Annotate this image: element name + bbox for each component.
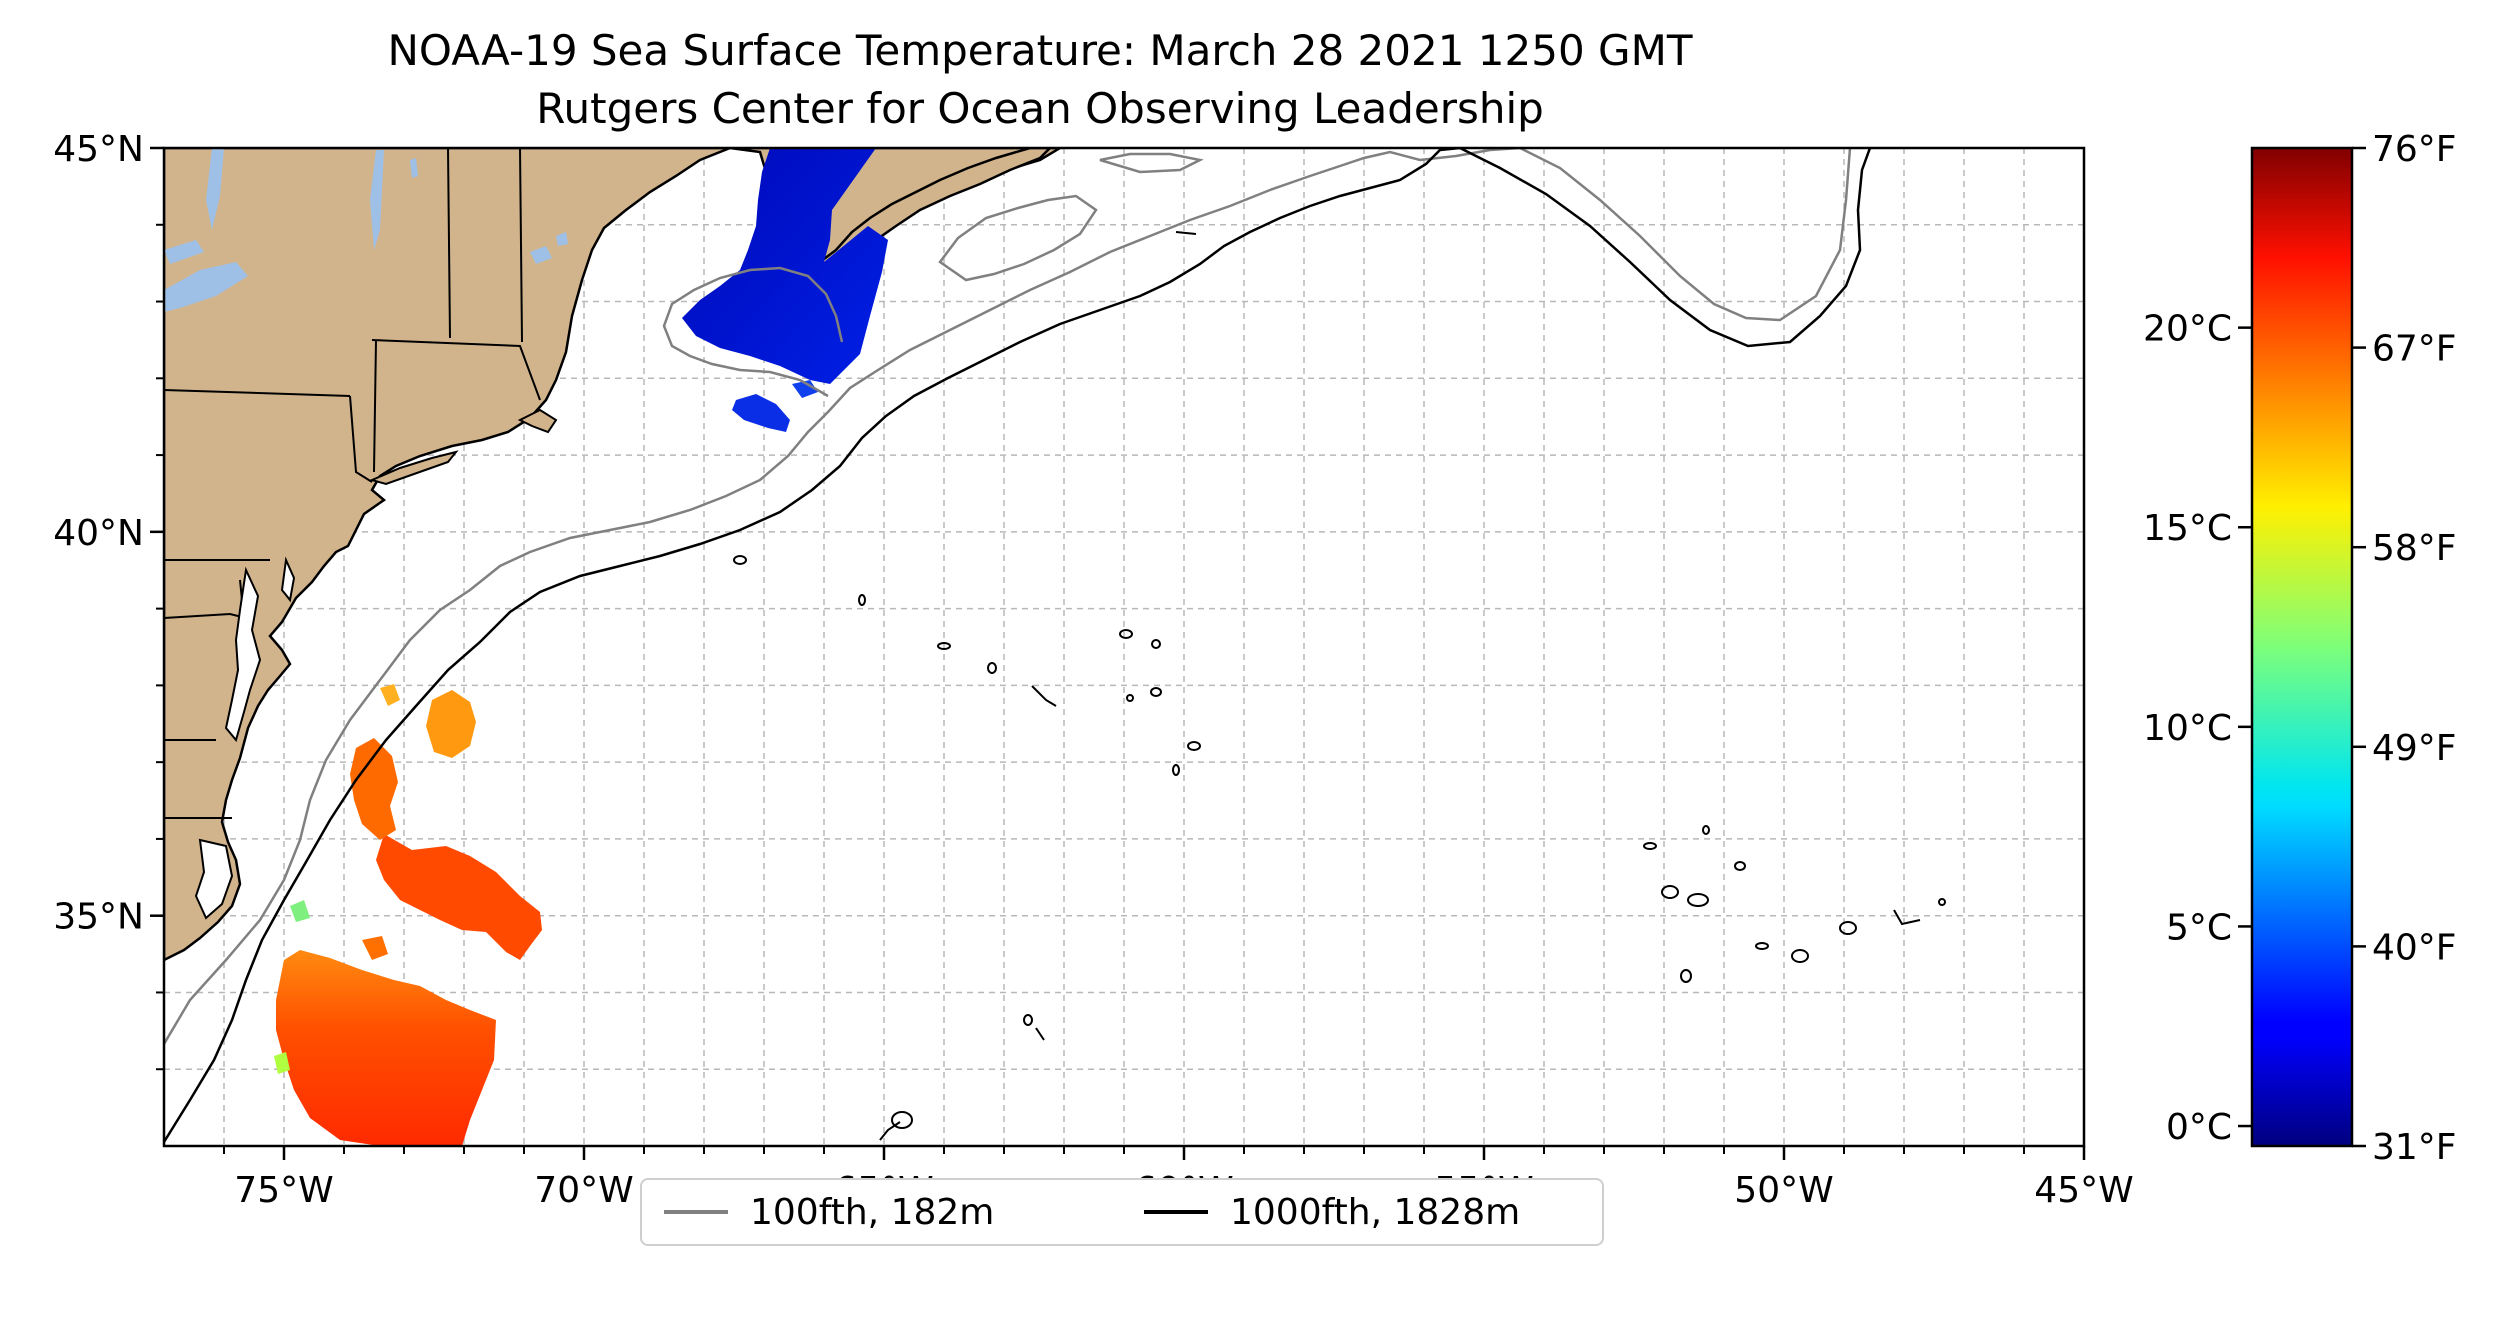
sst-warm-patch (290, 900, 310, 922)
lat-tick-label: 40°N (53, 513, 144, 554)
chesapeake-bay (224, 566, 262, 743)
celsius-tick-label: 10°C (2143, 708, 2232, 749)
sst-warm-patch (426, 690, 476, 758)
lake (556, 232, 568, 246)
fahrenheit-tick-label: 76°F (2372, 129, 2457, 170)
legend-swatch-black (1144, 1210, 1208, 1214)
fahrenheit-tick-label: 67°F (2372, 329, 2457, 370)
lake (370, 150, 384, 250)
fahrenheit-tick-label: 31°F (2372, 1127, 2457, 1168)
fahrenheit-tick-label: 40°F (2372, 927, 2457, 968)
seamounts (733, 231, 1946, 1141)
contour-100fth (662, 266, 844, 398)
celsius-tick-label: 20°C (2143, 309, 2232, 350)
lon-tick-label: 50°W (1734, 1170, 1833, 1211)
lon-tick-label: 45°W (2034, 1170, 2133, 1211)
lat-tick-label: 35°N (53, 897, 144, 938)
lake (206, 148, 224, 230)
map-title: NOAA-19 Sea Surface Temperature: March 2… (387, 26, 1693, 75)
sst-warm-patch (274, 1052, 290, 1074)
sst-cold-patch (792, 380, 818, 398)
legend-item-1000fth: 1000fth, 1828m (1144, 1180, 1520, 1244)
fahrenheit-tick-label: 58°F (2372, 528, 2457, 569)
contour-100fth (938, 194, 1098, 282)
long-island (369, 450, 459, 486)
sst-cold-patch (732, 394, 790, 432)
pamlico-sound (194, 838, 234, 920)
lon-tick-label: 70°W (534, 1170, 633, 1211)
lake (410, 158, 418, 178)
sst-warm-patch (276, 950, 496, 1146)
colorbar-gradient (2250, 146, 2354, 1148)
legend-swatch-gray (664, 1210, 728, 1214)
celsius-tick-label: 5°C (2166, 907, 2232, 948)
lat-tick-label: 45°N (53, 129, 144, 170)
lake (530, 246, 552, 264)
sst-cold-swath (682, 148, 888, 384)
lake (164, 262, 248, 312)
cape-cod (517, 408, 558, 434)
sst-warm-patch (362, 936, 388, 960)
sst-warm-patch (350, 738, 398, 840)
fahrenheit-tick-label: 49°F (2372, 728, 2457, 769)
lon-tick-label: 75°W (234, 1170, 333, 1211)
contour-100fth (1519, 148, 1852, 322)
lake (164, 240, 204, 264)
celsius-tick-label: 0°C (2166, 1107, 2232, 1148)
map-axes: 75°W70°W65°W60°W55°W50°W45°W45°N40°N35°N (53, 129, 2133, 1211)
sst-warm-patch (376, 834, 542, 960)
celsius-tick-label: 15°C (2143, 508, 2232, 549)
delaware-bay (280, 556, 296, 603)
contour-1000fth (1459, 148, 1872, 348)
contour-legend: 100fth, 182m 1000fth, 1828m (640, 1178, 1604, 1246)
map-subtitle: Rutgers Center for Ocean Observing Leade… (536, 84, 1544, 133)
contour-100fth (164, 148, 1521, 1045)
legend-item-100fth: 100fth, 182m (664, 1180, 994, 1244)
sst-warm-patch (380, 684, 400, 706)
contour-1000fth (164, 148, 1461, 1143)
legend-label-1000fth: 1000fth, 1828m (1230, 1191, 1521, 1233)
contour-100fth (1099, 152, 1204, 174)
legend-label-100fth: 100fth, 182m (750, 1191, 995, 1233)
